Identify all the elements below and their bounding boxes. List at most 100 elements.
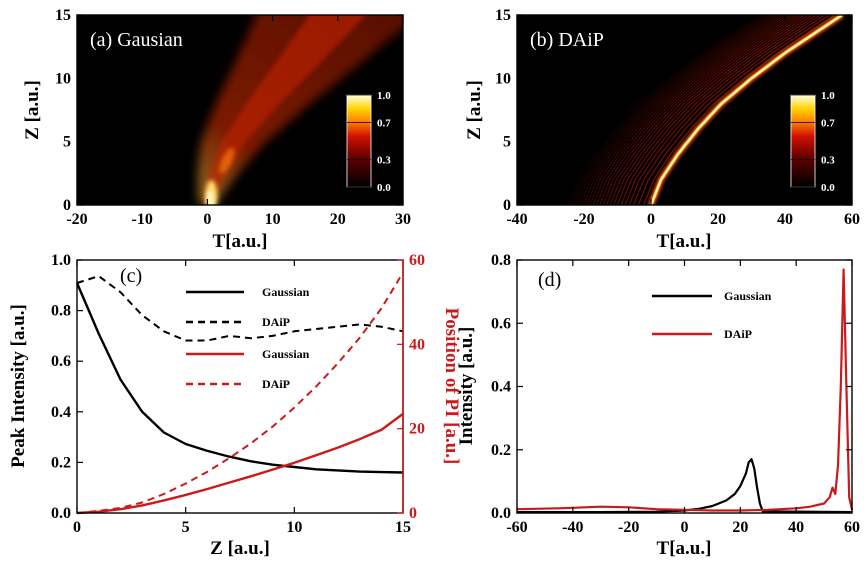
x-tick-label: -20	[618, 519, 639, 536]
axes-frame	[76, 14, 404, 206]
y-tick-label: 10	[495, 70, 511, 87]
colorbar-tick-label: 0.0	[377, 182, 391, 194]
axes-frame	[516, 14, 853, 206]
x-tick-label: 10	[286, 519, 302, 536]
series-line	[517, 458, 853, 514]
x-tick-label: 15	[395, 519, 411, 536]
x-tick-label: 0	[681, 519, 689, 536]
panel-d-lines	[516, 268, 854, 514]
panel-b-label: (b) DAiP	[530, 29, 604, 51]
series-line	[516, 268, 854, 512]
y-tick-label: 0.8	[51, 303, 71, 320]
fringe-line	[580, 15, 773, 205]
panel-a-ylabel: Z [a.u.]	[22, 80, 43, 140]
y-tick-label: 0.6	[51, 353, 71, 370]
colorbar-tick-label: 1.0	[821, 90, 835, 102]
y-tick-label: 15	[55, 7, 71, 24]
y-tick-right-label: 60	[409, 252, 425, 269]
y-tick-label: 0.4	[51, 404, 71, 421]
panel-c-label: (c)	[120, 265, 142, 287]
colorbar-tick-label: 0.3	[821, 154, 835, 166]
panel-a-colorbar: 1.0 0.7 0.3 0.0	[346, 90, 391, 194]
legend-entry: DAiP	[262, 377, 290, 391]
main-lobe-core	[650, 15, 843, 205]
fringe-line	[574, 15, 767, 205]
fringe-line	[595, 15, 788, 205]
x-tick-label: 60	[844, 211, 860, 228]
y-tick-label: 1.0	[51, 252, 71, 269]
x-tick-label: 30	[395, 211, 411, 228]
panel-c-lines	[75, 272, 404, 515]
panel-d-legend: Gaussian DAiP	[652, 289, 772, 341]
panel-a-label: (a) Gausian	[90, 29, 183, 51]
x-tick-label: 10	[265, 211, 281, 228]
y-tick-label: 0.4	[491, 379, 511, 396]
y-tick-label: 15	[495, 7, 511, 24]
x-tick-label: -20	[573, 211, 594, 228]
fringe-line	[592, 15, 785, 205]
colorbar-gradient	[346, 94, 372, 188]
panel-b-xlabel: T[a.u.]	[657, 231, 712, 252]
panel-c-ylabel-right: Position of PI [a.u.]	[441, 308, 462, 465]
y-tick-label: 5	[503, 134, 511, 151]
panel-c-ylabel: Peak Intensity [a.u.]	[8, 304, 29, 468]
fringe-line	[577, 15, 770, 205]
panel-b-axes: -40 -20 0 20 40 60 0 5 10 15	[495, 7, 860, 228]
series-line	[76, 412, 404, 515]
panel-b-ylabel: Z [a.u.]	[464, 80, 485, 140]
colorbar-tick-label: 1.0	[377, 90, 391, 102]
legend-entry: Gaussian	[724, 289, 772, 303]
y-tick-label: 0	[503, 197, 511, 214]
x-tick-label: -40	[562, 519, 583, 536]
y-tick-label: 0.2	[51, 454, 71, 471]
fringe-line	[571, 15, 764, 205]
fringe-line	[628, 15, 821, 205]
series-line	[76, 275, 404, 342]
y-tick-label: 0.8	[491, 252, 511, 269]
panel-b-colorbar: 1.0 0.7 0.3 0.0	[790, 90, 835, 194]
y-tick-label: 0	[63, 197, 71, 214]
x-tick-label: 20	[732, 519, 748, 536]
panel-d-label: (d)	[538, 269, 561, 291]
y-tick-label: 0.0	[51, 505, 71, 522]
panel-d: -60 -40 -20 0 20 40 60 0.0 0.2 0.4 0.6 0.8 Gaussian…	[456, 252, 860, 559]
y-tick-label: 10	[55, 70, 71, 87]
panel-d-xlabel: T[a.u.]	[657, 538, 712, 559]
panel-c: 0 5 10 15 0.0 0.2 0.4 0.6 0.8 1.0 0 20 40 60 Gaussian…	[8, 252, 462, 559]
colorbar-tick-label: 0.0	[821, 182, 835, 194]
legend-entry: DAiP	[262, 315, 290, 329]
x-tick-label: 0	[73, 519, 81, 536]
panel-c-axes: 0 5 10 15 0.0 0.2 0.4 0.6 0.8 1.0 0 20 40 60	[51, 252, 425, 536]
fringe-line	[633, 15, 825, 205]
x-tick-label: 0	[647, 211, 655, 228]
colorbar-tick-label: 0.7	[377, 118, 391, 130]
fringe-line	[637, 15, 830, 205]
panel-d-ylabel: Intensity [a.u.]	[456, 327, 477, 446]
panel-c-xlabel: Z [a.u.]	[210, 538, 270, 559]
y-tick-label: 0.2	[491, 442, 511, 459]
panel-a: 1.0 0.7 0.3 0.0 (a) Gausian -20 -10 0 10 20 30 0 5…	[22, 7, 411, 252]
fringe-line	[624, 15, 817, 205]
beam-lobe	[219, 147, 235, 174]
fringe-line	[602, 15, 795, 205]
fringe-line	[620, 15, 813, 205]
panel-b: 1.0 0.7 0.3 0.0 (b) DAiP -40 -20 0 20 40 60 0 5 10 1…	[464, 7, 860, 252]
fringe-line	[586, 15, 779, 205]
colorbar-tick-label: 0.7	[821, 118, 835, 130]
x-tick-label: -40	[506, 211, 527, 228]
panel-d-plot-area	[517, 260, 852, 513]
y-tick-right-label: 40	[409, 336, 425, 353]
panel-a-xlabel: T[a.u.]	[213, 231, 268, 252]
x-tick-label: 20	[710, 211, 726, 228]
legend-entry: Gaussian	[262, 285, 310, 299]
fringe-line	[609, 15, 802, 205]
series-line	[76, 272, 404, 514]
legend-entry: DAiP	[724, 327, 752, 341]
fringe-line	[589, 15, 782, 205]
fringe-line	[606, 15, 798, 205]
beam-glow	[197, 15, 403, 205]
x-tick-label: -60	[506, 519, 527, 536]
x-tick-label: 0	[203, 211, 211, 228]
panel-a-heatmap	[197, 15, 403, 205]
